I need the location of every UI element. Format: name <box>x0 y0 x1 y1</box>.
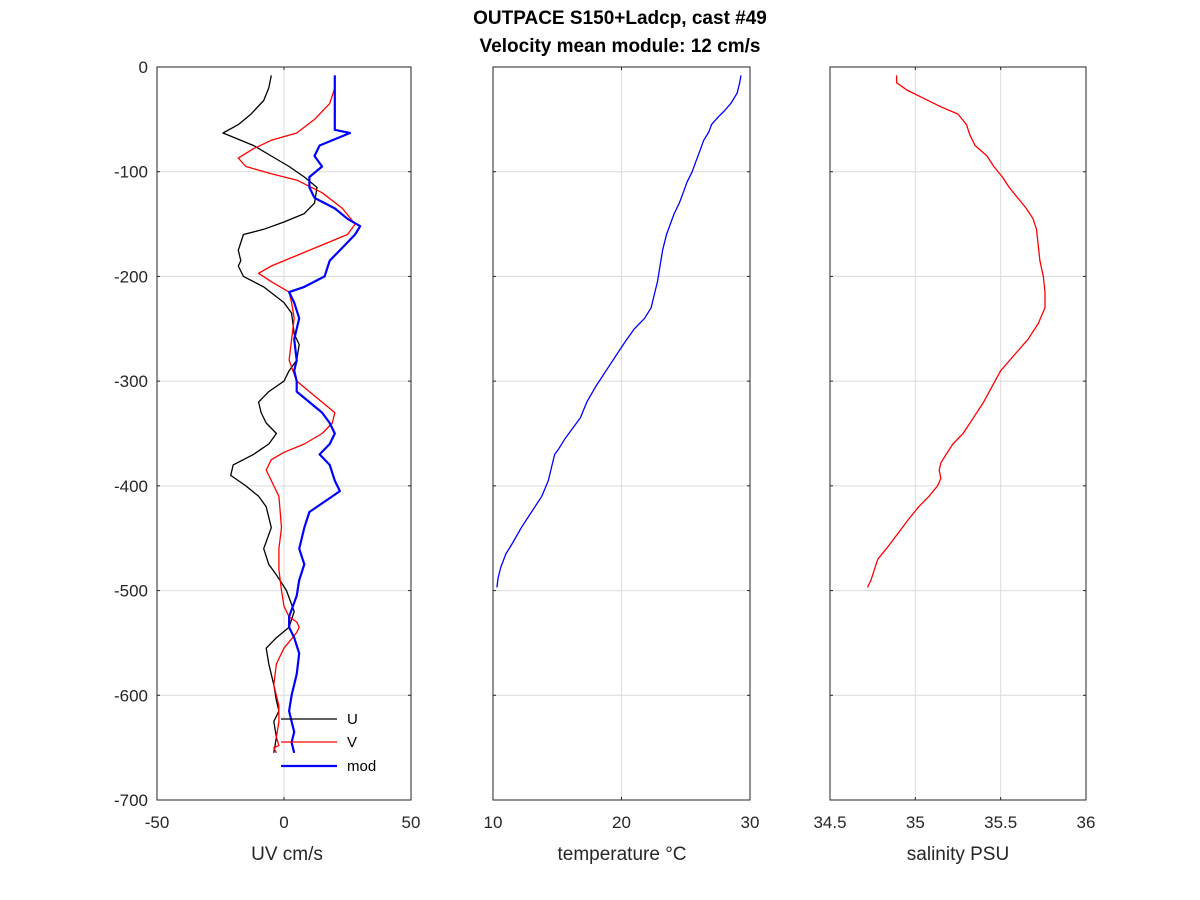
legend-label-mod: mod <box>347 758 376 775</box>
legend-label-v: V <box>347 734 357 751</box>
figure-subtitle: Velocity mean module: 12 cm/s <box>480 36 761 57</box>
salinity-xtick-label-3: 36 <box>1077 813 1096 832</box>
velocity-ytick-label-0: 0 <box>139 58 148 77</box>
velocity-ytick-label-1: -100 <box>114 163 148 182</box>
velocity-ytick-label-4: -400 <box>114 477 148 496</box>
salinity-axes: 34.5 35 35.5 36 <box>813 66 1096 832</box>
velocity-ytick-label-5: -500 <box>114 582 148 601</box>
figure-title: OUTPACE S150+Ladcp, cast #49 <box>473 8 767 29</box>
temperature-xlabel: temperature °C <box>557 844 686 865</box>
velocity-xtick-label-2: 50 <box>402 813 421 832</box>
velocity-xtick-label-1: 0 <box>279 813 288 832</box>
velocity-ytick-label-7: -700 <box>114 791 148 810</box>
salinity-xtick-label-2: 35.5 <box>984 813 1017 832</box>
velocity-ytick-label-6: -600 <box>114 686 148 705</box>
temperature-xtick-label-0: 10 <box>484 813 503 832</box>
salinity-xlabel: salinity PSU <box>907 844 1009 865</box>
temperature-xtick-label-1: 20 <box>612 813 631 832</box>
velocity-ytick-label-2: -200 <box>114 267 148 286</box>
temperature-axes: 10 20 30 <box>484 66 760 832</box>
temperature-series-profile <box>496 75 742 588</box>
salinity-series-profile <box>866 75 1046 588</box>
velocity-series-u <box>222 75 318 754</box>
legend-label-u: U <box>347 711 358 728</box>
temperature-xtick-label-2: 30 <box>741 813 760 832</box>
velocity-series-v <box>237 75 356 754</box>
velocity-ytick-label-3: -300 <box>114 372 148 391</box>
salinity-xtick-label-0: 34.5 <box>813 813 846 832</box>
velocity-xlabel: UV cm/s <box>251 844 323 865</box>
salinity-axes-box <box>829 66 1087 801</box>
velocity-xtick-label-0: -50 <box>145 813 170 832</box>
velocity-series-mod <box>288 75 362 754</box>
salinity-xtick-label-1: 35 <box>906 813 925 832</box>
